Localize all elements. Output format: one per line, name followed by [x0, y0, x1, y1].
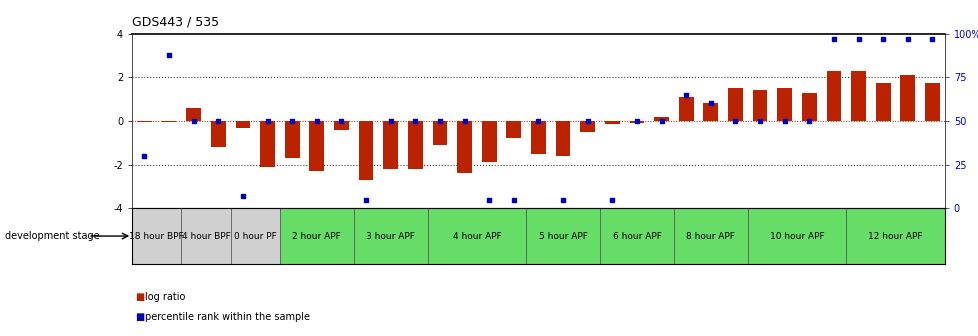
Bar — [530, 121, 546, 154]
Bar — [457, 121, 471, 173]
Point — [801, 118, 817, 124]
Bar — [673, 208, 747, 264]
Text: 0 hour PF: 0 hour PF — [234, 232, 277, 241]
Bar — [845, 208, 944, 264]
Text: 2 hour APF: 2 hour APF — [292, 232, 341, 241]
Bar — [525, 208, 600, 264]
Point — [727, 118, 742, 124]
Point — [579, 118, 595, 124]
Bar — [186, 108, 200, 121]
Bar — [137, 121, 152, 122]
Point — [235, 194, 250, 199]
Bar — [285, 121, 299, 158]
Bar — [353, 208, 427, 264]
Bar — [481, 121, 496, 163]
Text: 4 hour BPF: 4 hour BPF — [182, 232, 230, 241]
Bar — [333, 121, 348, 130]
Text: 4 hour APF: 4 hour APF — [452, 232, 501, 241]
Bar — [236, 121, 250, 127]
Bar — [309, 121, 324, 171]
Bar — [600, 208, 673, 264]
Point — [210, 118, 226, 124]
Point — [777, 118, 792, 124]
Bar — [604, 121, 619, 124]
Point — [259, 118, 275, 124]
Bar — [752, 90, 767, 121]
Bar — [900, 75, 914, 121]
Point — [137, 153, 153, 159]
Bar — [132, 208, 181, 264]
Text: 8 hour APF: 8 hour APF — [686, 232, 734, 241]
Point — [603, 197, 619, 202]
Bar — [231, 208, 280, 264]
Point — [431, 118, 447, 124]
Point — [506, 197, 521, 202]
Point — [751, 118, 767, 124]
Point — [825, 36, 841, 42]
Point — [678, 92, 693, 97]
Text: GDS443 / 535: GDS443 / 535 — [132, 16, 219, 29]
Point — [284, 118, 299, 124]
Point — [702, 101, 718, 106]
Bar — [875, 83, 890, 121]
Bar — [260, 121, 275, 167]
Bar — [506, 121, 520, 138]
Text: 12 hour APF: 12 hour APF — [867, 232, 922, 241]
Bar — [280, 208, 353, 264]
Bar — [181, 208, 231, 264]
Bar — [653, 117, 668, 121]
Bar — [850, 71, 866, 121]
Bar — [383, 121, 398, 169]
Bar — [924, 83, 939, 121]
Bar — [556, 121, 570, 156]
Bar — [358, 121, 373, 180]
Bar — [629, 121, 644, 123]
Point — [481, 197, 497, 202]
Text: 10 hour APF: 10 hour APF — [769, 232, 823, 241]
Point — [309, 118, 325, 124]
Bar — [210, 121, 226, 147]
Point — [530, 118, 546, 124]
Bar — [703, 103, 718, 121]
Point — [186, 118, 201, 124]
Point — [333, 118, 349, 124]
Bar — [777, 88, 791, 121]
Bar — [825, 71, 840, 121]
Point — [555, 197, 570, 202]
Text: ■: ■ — [135, 292, 144, 302]
Point — [407, 118, 422, 124]
Bar — [427, 208, 525, 264]
Text: 18 hour BPF: 18 hour BPF — [129, 232, 184, 241]
Bar — [432, 121, 447, 145]
Bar — [161, 121, 176, 122]
Bar — [747, 208, 845, 264]
Bar — [580, 121, 595, 132]
Text: log ratio: log ratio — [145, 292, 185, 302]
Point — [923, 36, 939, 42]
Point — [629, 118, 645, 124]
Bar — [801, 92, 816, 121]
Text: development stage: development stage — [5, 231, 100, 241]
Point — [653, 118, 669, 124]
Bar — [678, 97, 692, 121]
Point — [899, 36, 914, 42]
Text: percentile rank within the sample: percentile rank within the sample — [145, 311, 310, 322]
Point — [874, 36, 890, 42]
Point — [161, 52, 177, 57]
Text: 3 hour APF: 3 hour APF — [366, 232, 415, 241]
Point — [382, 118, 398, 124]
Text: 5 hour APF: 5 hour APF — [538, 232, 587, 241]
Point — [457, 118, 472, 124]
Text: 6 hour APF: 6 hour APF — [612, 232, 661, 241]
Point — [358, 197, 374, 202]
Bar — [408, 121, 422, 169]
Text: ■: ■ — [135, 311, 144, 322]
Bar — [728, 88, 742, 121]
Point — [850, 36, 866, 42]
